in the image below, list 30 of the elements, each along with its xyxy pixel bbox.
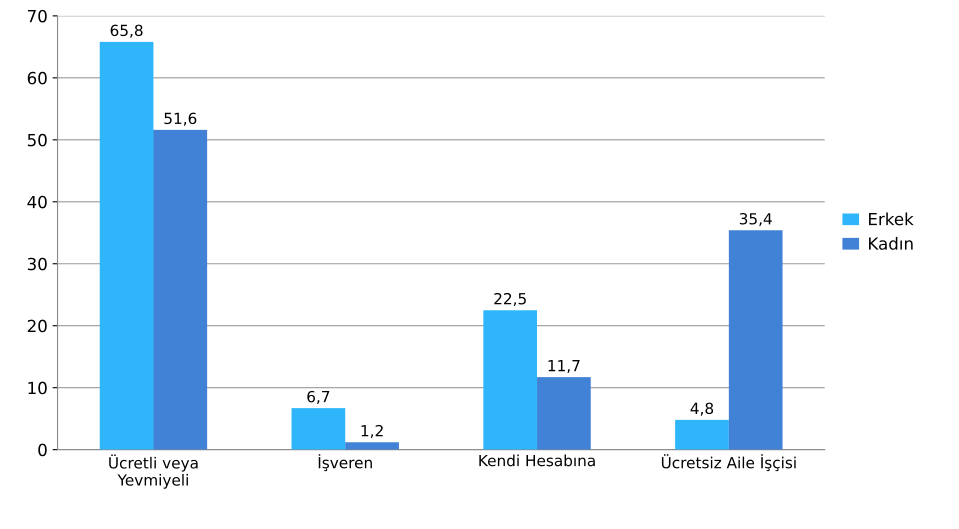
x-tick-label: İşveren	[318, 454, 372, 472]
data-label: 35,4	[740, 212, 772, 226]
bar	[292, 408, 346, 450]
legend-label: Kadın	[869, 236, 913, 250]
x-tick-label: Ücretsiz Aile İşçisi	[662, 454, 796, 472]
y-tick-label: 20	[28, 320, 47, 332]
data-label: 51,6	[164, 112, 196, 126]
data-label: 22,5	[494, 292, 526, 306]
bar	[483, 310, 538, 450]
data-label: 4,8	[690, 402, 714, 416]
y-tick-label: 10	[28, 382, 47, 394]
data-label: 11,7	[548, 360, 580, 373]
data-label: 1,2	[362, 424, 383, 438]
y-tick-label: 40	[27, 196, 47, 208]
bar	[675, 420, 729, 450]
y-tick-label: 30	[28, 258, 47, 270]
bar	[728, 230, 783, 450]
data-label: 65,8	[110, 24, 143, 38]
x-tick-label: Ücretli veya Yevmiyeli	[109, 454, 198, 489]
bar	[345, 442, 399, 450]
x-tick-label: Kendi Hesabına	[479, 454, 595, 466]
y-tick-label: 50	[28, 134, 47, 146]
legend-label: Erkek	[869, 212, 914, 226]
y-tick-label: 70	[28, 10, 47, 22]
bar	[537, 377, 591, 450]
y-tick-label: 60	[28, 72, 47, 84]
bar	[153, 130, 208, 450]
y-tick-label: 0	[38, 444, 47, 456]
bar	[100, 42, 154, 450]
data-label: 6,7	[307, 390, 330, 404]
